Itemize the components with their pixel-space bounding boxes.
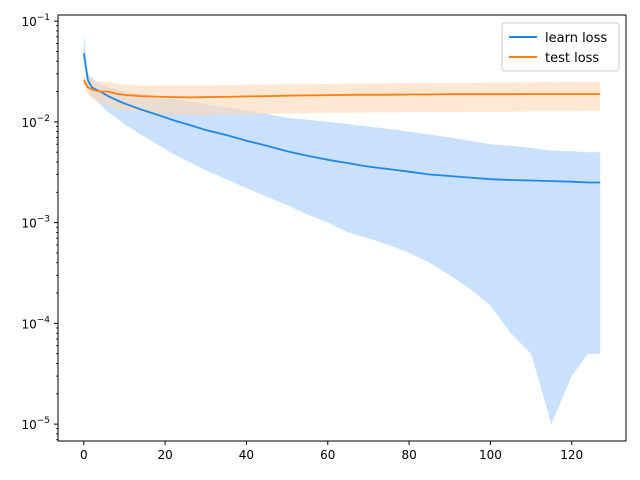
x-tick-label: 20 bbox=[157, 448, 172, 462]
y-tick-label: 10−1 bbox=[21, 13, 50, 29]
x-tick-label: 100 bbox=[479, 448, 502, 462]
legend-label: learn loss bbox=[545, 31, 607, 46]
x-tick-label: 40 bbox=[239, 448, 254, 462]
y-tick-label: 10−5 bbox=[21, 416, 50, 432]
plot-frame bbox=[57, 14, 627, 442]
y-axis: 10−5 10−4 10−3 10−2 10−1 bbox=[21, 13, 58, 441]
y-tick-label: 10−4 bbox=[21, 315, 50, 331]
legend: learn loss test loss bbox=[501, 22, 620, 72]
x-tick-label: 0 bbox=[80, 448, 88, 462]
x-tick-label: 120 bbox=[560, 448, 583, 462]
line-learn-loss bbox=[82, 53, 601, 184]
series-lines bbox=[82, 53, 601, 184]
legend-box bbox=[501, 22, 620, 72]
legend-label: test loss bbox=[545, 51, 599, 66]
x-axis: 0 20 40 60 80 100 120 bbox=[80, 441, 583, 462]
y-tick-label: 10−2 bbox=[21, 114, 50, 130]
x-tick-label: 80 bbox=[401, 448, 416, 462]
y-tick-label: 10−3 bbox=[21, 215, 50, 231]
x-tick-label: 60 bbox=[320, 448, 335, 462]
line-test-loss bbox=[83, 79, 601, 99]
